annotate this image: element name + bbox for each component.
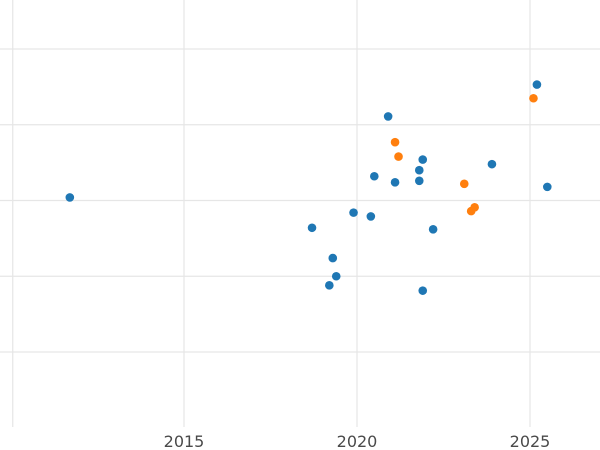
scatter-point-s0-4 bbox=[331, 271, 341, 281]
scatter-point-s0-7 bbox=[370, 171, 379, 181]
scatter-point-s1-2 bbox=[459, 179, 469, 189]
scatter-point-s0-5 bbox=[349, 208, 358, 217]
x-tick-label-2020: 2020 bbox=[337, 432, 378, 450]
scatter-point-s1-1 bbox=[394, 152, 403, 161]
scatter-point-s0-8 bbox=[383, 112, 393, 121]
scatter-point-s0-17 bbox=[543, 182, 552, 192]
scatter-point-s1-4 bbox=[470, 203, 479, 212]
points-layer bbox=[65, 80, 552, 295]
x-axis-tick-labels: 2015 2020 2025 bbox=[164, 432, 551, 450]
scatter-point-s0-2 bbox=[325, 281, 334, 290]
scatter-point-s0-13 bbox=[418, 286, 428, 295]
x-tick-label-2025: 2025 bbox=[510, 432, 551, 450]
scatter-point-s0-1 bbox=[307, 223, 317, 233]
grid-layer bbox=[0, 0, 600, 427]
scatter-point-s0-16 bbox=[532, 80, 542, 89]
scatter-point-s1-5 bbox=[529, 93, 538, 103]
scatter-point-s0-11 bbox=[414, 176, 424, 186]
x-tick-label-2015: 2015 bbox=[164, 432, 205, 450]
scatter-point-s0-10 bbox=[414, 165, 424, 175]
scatter-point-s0-9 bbox=[390, 178, 400, 187]
scatter-point-s0-3 bbox=[328, 253, 338, 263]
scatter-point-s0-12 bbox=[418, 155, 428, 164]
scatter-point-s0-0 bbox=[65, 193, 75, 202]
scatter-point-s1-0 bbox=[390, 137, 400, 147]
scatter-point-s0-14 bbox=[428, 224, 438, 234]
scatter-point-s0-6 bbox=[366, 212, 376, 221]
scatter-point-s0-15 bbox=[487, 159, 497, 169]
